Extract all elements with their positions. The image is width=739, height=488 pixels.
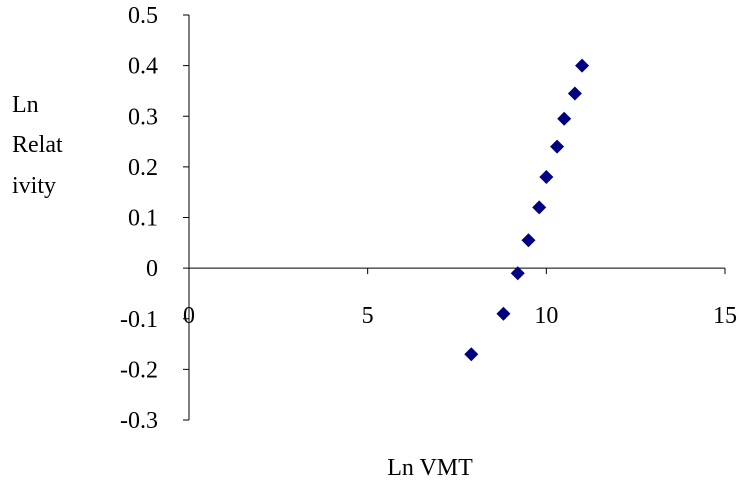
- data-point: [496, 306, 511, 321]
- y-tick-label: 0.1: [128, 206, 158, 232]
- y-tick-label: -0.1: [120, 307, 158, 333]
- y-ticks: 0.5 0.4 0.3 0.2 0.1 0 -0.1 -0.2 -0.3: [120, 3, 189, 434]
- y-axis-title-line-1: Ln: [12, 92, 39, 118]
- y-tick-label: 0.2: [128, 155, 158, 181]
- data-point: [510, 266, 525, 281]
- x-tick-label: 0: [183, 303, 195, 329]
- y-axis-title-line-3: ivity: [12, 173, 56, 199]
- data-point: [532, 200, 547, 215]
- data-points: [464, 58, 590, 362]
- data-point: [557, 111, 572, 126]
- data-point: [575, 58, 590, 73]
- y-tick-label: 0.3: [128, 104, 158, 130]
- y-tick-label: 0.5: [128, 3, 158, 29]
- y-axis-title-line-2: Relat: [12, 132, 63, 158]
- data-point: [550, 139, 565, 154]
- y-axis-title: Ln Relat ivity: [12, 92, 63, 199]
- y-tick-label: -0.2: [120, 357, 158, 383]
- x-tick-label: 10: [534, 303, 558, 329]
- data-point: [464, 347, 479, 362]
- y-tick-label: -0.3: [120, 408, 158, 434]
- y-tick-label: 0.4: [128, 54, 158, 80]
- y-tick-label: 0: [146, 256, 158, 282]
- data-point: [521, 233, 536, 248]
- x-tick-label: 15: [713, 303, 737, 329]
- data-point: [567, 86, 582, 101]
- data-point: [539, 170, 554, 184]
- x-ticks: 0 5 10 15: [183, 268, 737, 329]
- x-axis-title: Ln VMT: [387, 455, 473, 481]
- x-tick-label: 5: [362, 303, 374, 329]
